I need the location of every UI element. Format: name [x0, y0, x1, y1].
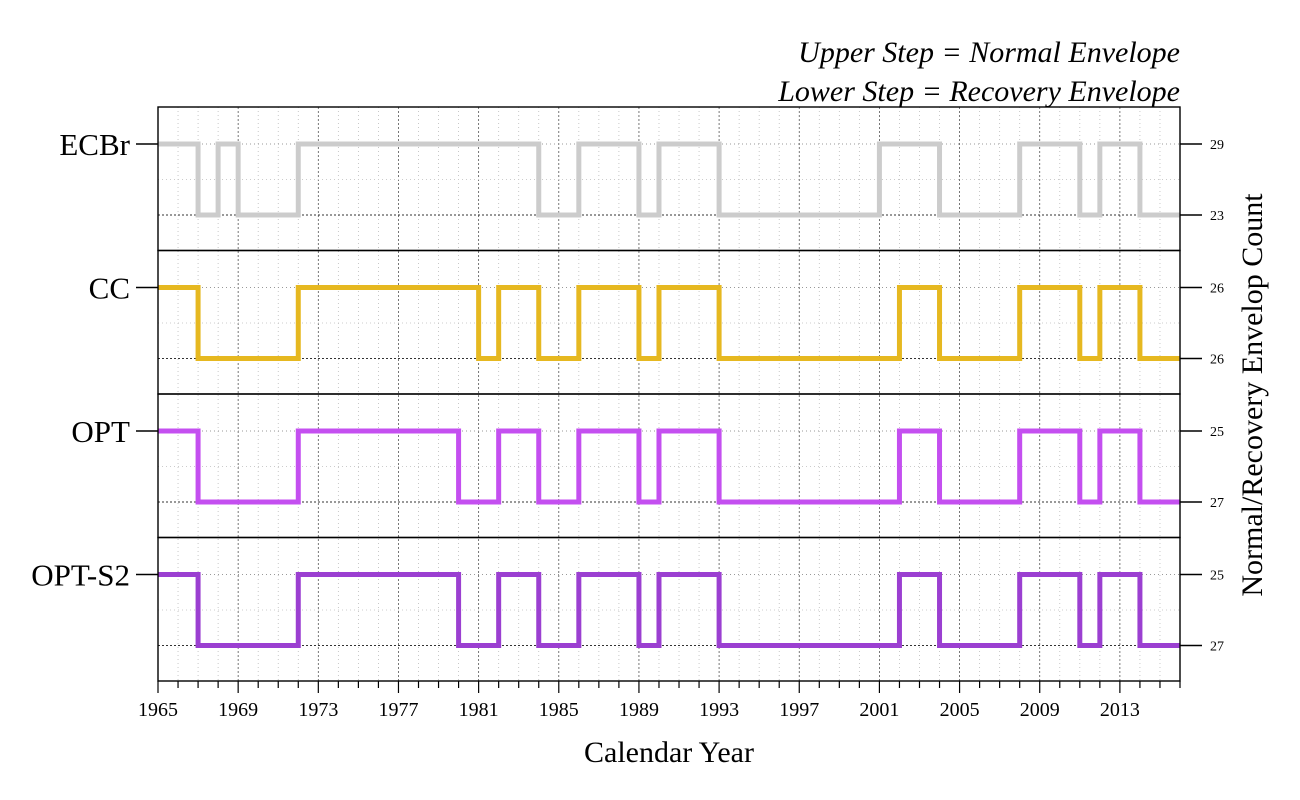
panel-frames	[157, 106, 1181, 682]
x-axis-title: Calendar Year	[584, 736, 754, 769]
y-axis-title: Normal/Recovery Envelop Count	[1236, 193, 1269, 597]
x-tick-label: 1993	[699, 699, 739, 721]
x-tick-label: 1989	[619, 699, 659, 721]
normal-count-label: 26	[1210, 282, 1224, 297]
panel-frame	[157, 249, 1181, 395]
panel-frame	[157, 393, 1181, 539]
x-tick-label: 2005	[940, 699, 980, 721]
recovery-count-label: 27	[1210, 496, 1224, 511]
panel-label-cc: CC	[89, 271, 130, 306]
series-line-opt-s2	[158, 572, 1180, 648]
x-tick-label: 2009	[1020, 699, 1060, 721]
series-line-cc	[158, 285, 1180, 361]
x-axis: 1965 1969 1973 1977 1981 1985 1989 1993 1997 2001…	[138, 681, 1181, 721]
normal-count-label: 25	[1210, 569, 1224, 584]
series-lines	[158, 141, 1180, 648]
x-tick-label: 1997	[779, 699, 819, 721]
x-tick-label: 1969	[218, 699, 258, 721]
series-line-opt	[158, 428, 1180, 505]
panel-label-opt: OPT	[71, 414, 130, 449]
x-tick-label: 2001	[859, 699, 899, 721]
panel-labels: ECBr 29 23 CC 26 26 OPT 25 27 OPT-S2 25 27	[31, 127, 1224, 655]
panel-label-opt-s2: OPT-S2	[31, 558, 130, 593]
panel-frame	[157, 106, 1181, 252]
normal-count-label: 29	[1210, 138, 1224, 153]
normal-count-label: 25	[1210, 425, 1224, 440]
annotations: Upper Step = Normal Envelope Lower Step …	[777, 36, 1180, 108]
recovery-count-label: 27	[1210, 640, 1224, 655]
x-tick-label: 1985	[539, 699, 579, 721]
panel-label-ecbr: ECBr	[59, 127, 130, 162]
x-tick-label: 1965	[138, 699, 178, 721]
panel-frame	[157, 536, 1181, 682]
annotation-upper-step: Upper Step = Normal Envelope	[798, 36, 1180, 69]
x-tick-label: 1977	[378, 699, 418, 721]
series-line-ecbr	[158, 141, 1180, 218]
annotation-lower-step: Lower Step = Recovery Envelope	[777, 75, 1180, 108]
x-tick-label: 2013	[1100, 699, 1140, 721]
x-tick-label: 1973	[298, 699, 338, 721]
x-tick-label: 1981	[459, 699, 499, 721]
recovery-count-label: 23	[1210, 209, 1224, 224]
recovery-count-label: 26	[1210, 353, 1224, 368]
